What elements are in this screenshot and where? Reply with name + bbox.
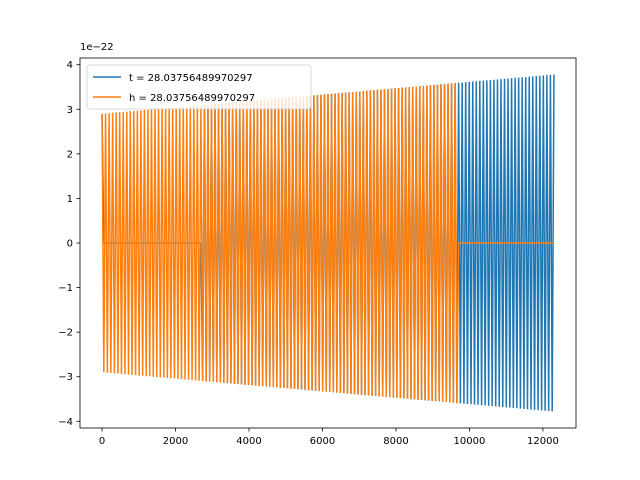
x-tick-label: 12000: [527, 436, 559, 447]
x-tick-label: 8000: [383, 436, 408, 447]
series-h-line: [101, 83, 554, 404]
y-tick-label: −4: [58, 417, 73, 428]
y-tick-label: 4: [67, 60, 73, 71]
y-tick-label: 1: [67, 194, 73, 205]
y-tick-label: 3: [67, 105, 73, 116]
y-tick-label: 0: [67, 239, 73, 250]
y-tick-label: −2: [58, 328, 73, 339]
y-tick-label: −1: [58, 283, 73, 294]
x-tick-label: 6000: [310, 436, 335, 447]
legend-label: t = 28.03756489970297: [129, 73, 253, 84]
x-tick-label: 0: [99, 436, 105, 447]
y-tick-label: 2: [67, 149, 73, 160]
x-tick-label: 10000: [454, 436, 486, 447]
y-tick-label: −3: [58, 372, 73, 383]
legend-box: [86, 64, 312, 110]
x-tick-label: 4000: [236, 436, 261, 447]
y-offset-label: 1e−22: [80, 42, 114, 53]
series-layer: [101, 74, 555, 412]
legend-label: h = 28.03756489970297: [129, 93, 255, 104]
axes: 0 2000 4000 6000 8000 10000 12000 −4 −3 −2 −1 0 1 2 3 4: [58, 57, 577, 447]
x-tick-label: 2000: [163, 436, 188, 447]
legend: t = 28.03756489970297 h = 28.037564899702…: [86, 64, 312, 110]
